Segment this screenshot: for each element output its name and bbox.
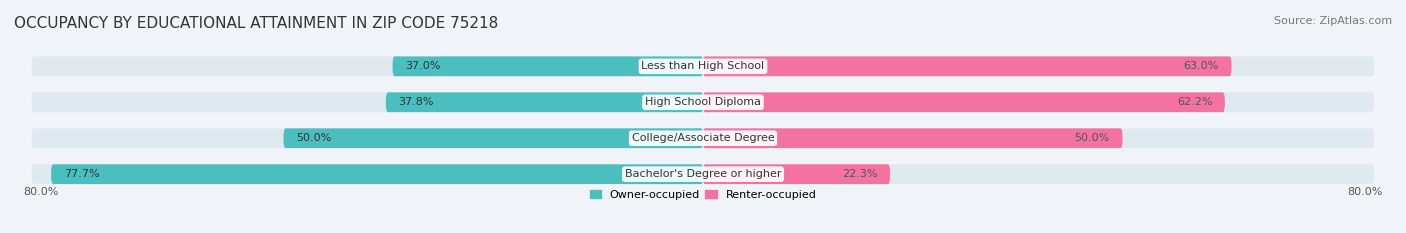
Text: Source: ZipAtlas.com: Source: ZipAtlas.com — [1274, 16, 1392, 26]
Text: 63.0%: 63.0% — [1184, 61, 1219, 71]
Text: 37.0%: 37.0% — [405, 61, 440, 71]
Text: High School Diploma: High School Diploma — [645, 97, 761, 107]
Text: 80.0%: 80.0% — [24, 187, 59, 197]
Text: Less than High School: Less than High School — [641, 61, 765, 71]
FancyBboxPatch shape — [284, 128, 703, 148]
Text: 37.8%: 37.8% — [398, 97, 434, 107]
Legend: Owner-occupied, Renter-occupied: Owner-occupied, Renter-occupied — [585, 185, 821, 204]
FancyBboxPatch shape — [703, 93, 1225, 112]
FancyBboxPatch shape — [32, 164, 1374, 184]
Text: 50.0%: 50.0% — [1074, 133, 1109, 143]
FancyBboxPatch shape — [385, 93, 703, 112]
Text: 62.2%: 62.2% — [1177, 97, 1212, 107]
FancyBboxPatch shape — [32, 56, 1374, 76]
Text: College/Associate Degree: College/Associate Degree — [631, 133, 775, 143]
FancyBboxPatch shape — [392, 56, 703, 76]
FancyBboxPatch shape — [32, 128, 1374, 148]
FancyBboxPatch shape — [703, 164, 890, 184]
Text: 80.0%: 80.0% — [1347, 187, 1382, 197]
FancyBboxPatch shape — [703, 56, 1232, 76]
Text: OCCUPANCY BY EDUCATIONAL ATTAINMENT IN ZIP CODE 75218: OCCUPANCY BY EDUCATIONAL ATTAINMENT IN Z… — [14, 16, 498, 31]
Text: 77.7%: 77.7% — [63, 169, 100, 179]
FancyBboxPatch shape — [703, 128, 1122, 148]
Text: Bachelor's Degree or higher: Bachelor's Degree or higher — [624, 169, 782, 179]
Text: 22.3%: 22.3% — [842, 169, 877, 179]
Text: 50.0%: 50.0% — [297, 133, 332, 143]
FancyBboxPatch shape — [32, 93, 1374, 112]
FancyBboxPatch shape — [51, 164, 703, 184]
